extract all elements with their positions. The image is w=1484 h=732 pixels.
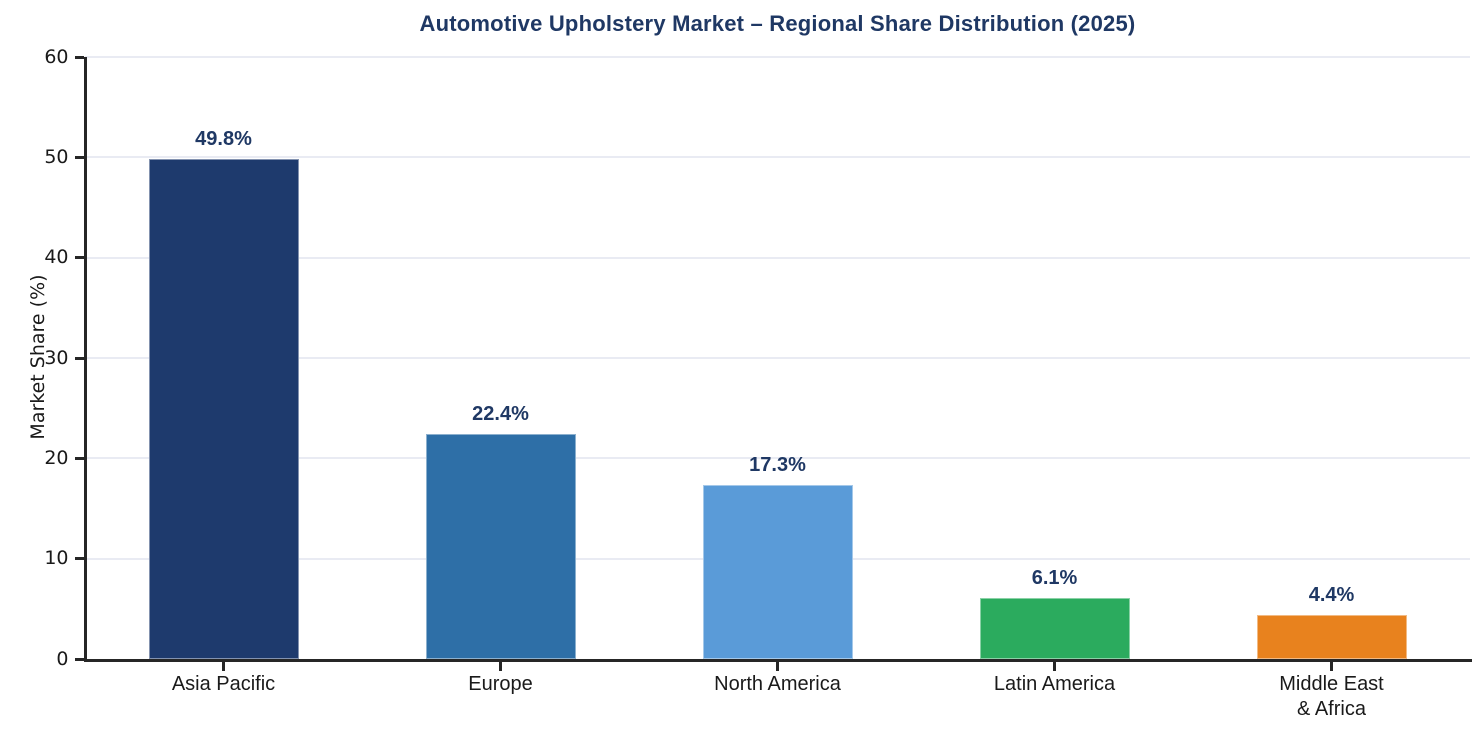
y-tick-label: 10 <box>44 547 69 570</box>
bar-middle-east <box>1256 614 1407 659</box>
bar-value-label: 22.4% <box>472 403 529 426</box>
y-tick-mark <box>74 557 84 561</box>
x-tick-label: Europe <box>468 673 533 695</box>
bar-value-label: 6.1% <box>1031 566 1078 589</box>
x-tick-mark <box>776 662 779 671</box>
bar-value-label: 17.3% <box>749 454 806 477</box>
x-tick-mark <box>1053 662 1056 671</box>
y-tick-label: 30 <box>44 346 69 369</box>
y-tick-mark <box>74 657 84 661</box>
bar-europe <box>425 434 576 659</box>
chart-title: Automotive Upholstery Market – Regional … <box>419 11 1136 36</box>
bar-asia-pacific <box>148 159 299 659</box>
y-tick-mark <box>74 456 84 460</box>
y-tick-label: 40 <box>44 246 69 269</box>
x-tick-mark <box>222 662 225 671</box>
y-tick-label: 50 <box>44 145 69 168</box>
y-tick-mark <box>74 155 84 159</box>
bar-value-label: 49.8% <box>195 128 252 151</box>
gridline <box>85 457 1470 460</box>
bar-north-america <box>702 485 853 659</box>
x-tick-mark <box>1330 662 1333 671</box>
x-tick-label: Middle East & Africa <box>1279 673 1384 720</box>
y-tick-label: 60 <box>44 45 69 68</box>
gridline <box>85 56 1470 58</box>
x-tick-mark <box>499 662 502 671</box>
y-tick-mark <box>74 55 84 59</box>
bar-value-label: 4.4% <box>1308 583 1355 606</box>
gridline <box>85 357 1470 359</box>
y-tick-label: 0 <box>56 647 69 670</box>
x-tick-label: North America <box>714 673 841 695</box>
x-axis-line <box>83 659 1472 662</box>
y-tick-mark <box>74 256 84 260</box>
x-tick-label: Asia Pacific <box>171 673 276 695</box>
y-axis-line <box>83 57 87 662</box>
bar-latin-america <box>979 597 1130 659</box>
gridline <box>85 256 1470 259</box>
y-tick-mark <box>74 356 84 360</box>
y-tick-label: 20 <box>44 446 69 469</box>
x-tick-label: Latin America <box>993 673 1116 695</box>
gridline <box>85 156 1470 159</box>
